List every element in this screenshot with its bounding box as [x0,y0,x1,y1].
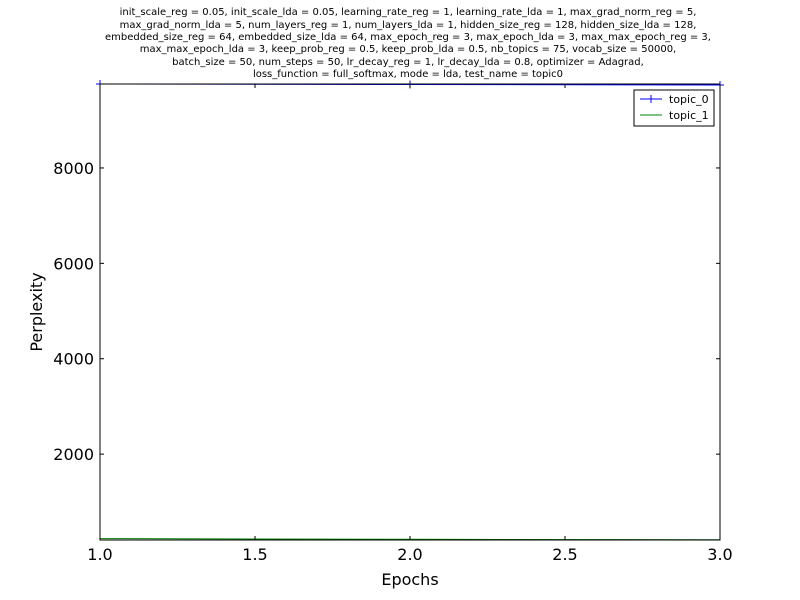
y-axis-label: Perplexity [27,272,46,351]
title-line: init_scale_reg = 0.05, init_scale_lda = … [120,7,697,18]
y-tick-label: 4000 [53,350,94,369]
y-tick-label: 8000 [53,159,94,178]
legend-marker-topic_0 [647,95,655,103]
x-tick-label: 2.0 [397,545,422,564]
legend-box [633,89,715,127]
x-tick-label: 2.5 [552,545,577,564]
title-line: batch_size = 50, num_steps = 50, lr_deca… [172,57,644,68]
x-tick-labels: 1.0 1.5 2.0 2.5 3.0 [87,545,732,564]
x-tick-label: 3.0 [707,545,732,564]
x-axis-label: Epochs [381,570,438,589]
y-tick-label: 6000 [53,254,94,273]
y-tick-label: 2000 [53,445,94,464]
legend-label-topic_1: topic_1 [669,109,709,122]
y-tick-labels: 2000 4000 6000 8000 [53,159,94,464]
axis-ticks [99,84,721,540]
plot-area [99,83,721,541]
x-tick-label: 1.0 [87,545,112,564]
legend-label-topic_0: topic_0 [669,93,709,106]
title-line: max_max_epoch_lda = 3, keep_prob_reg = 0… [140,44,676,55]
title-line: max_grad_norm_lda = 5, num_layers_reg = … [120,20,697,31]
title-line: embedded_size_reg = 64, embedded_size_ld… [105,32,711,43]
plot-series [96,80,724,541]
legend: topic_0 topic_1 [633,89,715,127]
chart-title: init_scale_reg = 0.05, init_scale_lda = … [105,7,711,80]
x-tick-label: 1.5 [242,545,267,564]
title-line: loss_function = full_softmax, mode = lda… [253,69,563,80]
